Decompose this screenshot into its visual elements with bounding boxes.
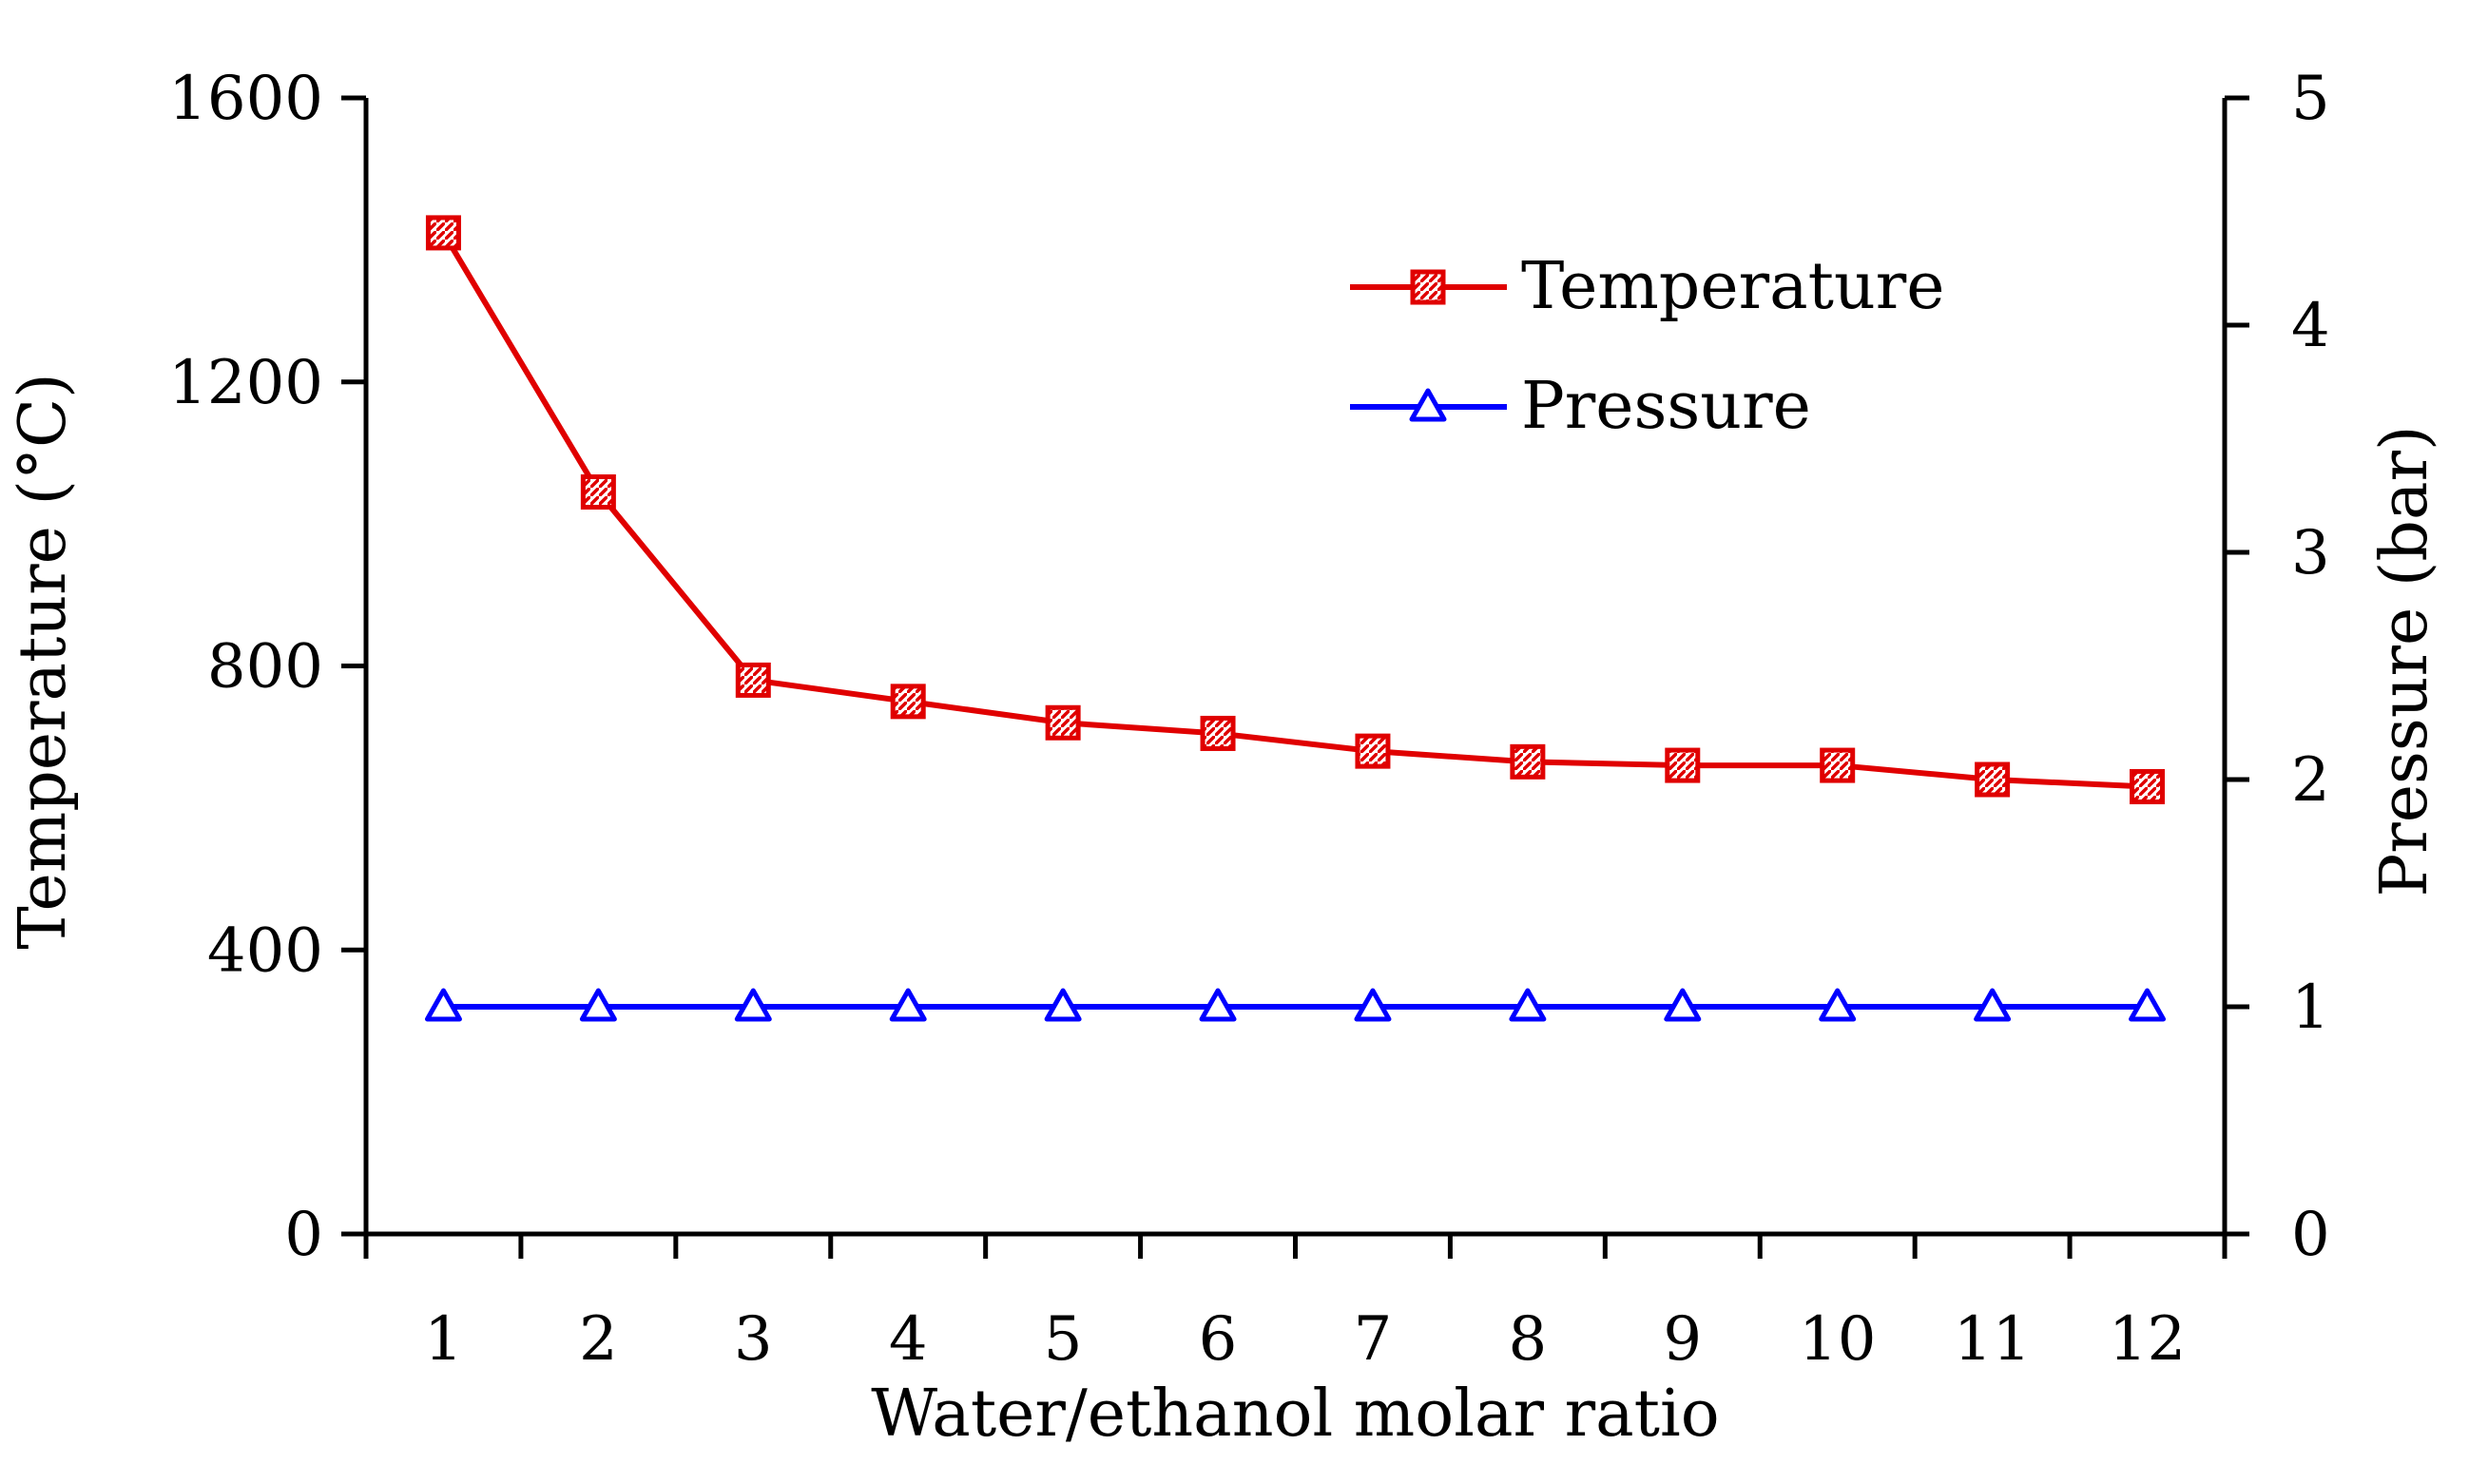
temperature-point bbox=[1820, 747, 1856, 783]
temperature-point bbox=[1355, 733, 1391, 769]
pressure-point bbox=[1199, 988, 1237, 1022]
legend-marker-pressure bbox=[1409, 388, 1447, 422]
x-tick-label: 12 bbox=[2109, 1304, 2186, 1375]
temperature-point bbox=[1200, 715, 1236, 751]
pressure-point bbox=[2129, 988, 2167, 1022]
y-left-tick-label: 1600 bbox=[168, 64, 323, 134]
x-tick-label: 8 bbox=[1509, 1304, 1548, 1375]
legend-marker-temperature bbox=[1410, 269, 1446, 305]
pressure-point bbox=[1354, 988, 1392, 1022]
y-left-tick-label: 800 bbox=[207, 632, 323, 703]
y-left-ticks: 0 400 800 1200 1600 bbox=[168, 64, 366, 1270]
x-tick-label: 9 bbox=[1663, 1304, 1702, 1375]
y-left-tick-label: 400 bbox=[207, 915, 323, 986]
temperature-point bbox=[1975, 761, 2011, 798]
y-left-tick-label: 1200 bbox=[168, 348, 323, 418]
pressure-point bbox=[734, 988, 772, 1022]
pressure-point bbox=[1664, 988, 1702, 1022]
x-tick-label: 2 bbox=[579, 1304, 618, 1375]
temperature-point bbox=[1045, 704, 1081, 741]
temperature-point bbox=[735, 662, 771, 698]
x-tick-label: 11 bbox=[1954, 1304, 2031, 1375]
legend: Temperature Pressure bbox=[1350, 249, 1945, 444]
y-right-tick-label: 1 bbox=[2291, 973, 2330, 1043]
temperature-point bbox=[425, 215, 461, 251]
x-tick-label: 10 bbox=[1799, 1304, 1876, 1375]
legend-label-temperature: Temperature bbox=[1521, 249, 1945, 324]
y-right-tick-label: 4 bbox=[2291, 291, 2330, 361]
pressure-point bbox=[889, 988, 927, 1022]
y-right-tick-label: 3 bbox=[2291, 518, 2330, 588]
y-left-axis-title: Temperature (°C) bbox=[6, 373, 81, 949]
pressure-point bbox=[579, 988, 617, 1022]
x-tick-label: 5 bbox=[1044, 1304, 1083, 1375]
x-tick-label: 6 bbox=[1199, 1304, 1238, 1375]
x-tick-label: 3 bbox=[734, 1304, 773, 1375]
x-axis-title: Water/ethanol molar ratio bbox=[871, 1377, 1719, 1452]
pressure-point bbox=[1509, 988, 1547, 1022]
pressure-point bbox=[424, 988, 462, 1022]
y-right-ticks: 0 1 2 3 4 5 bbox=[2225, 64, 2330, 1270]
temperature-series-line bbox=[440, 231, 2148, 790]
temperature-point bbox=[580, 474, 616, 511]
y-right-tick-label: 0 bbox=[2291, 1200, 2330, 1270]
x-ticks: 1 2 3 4 5 6 7 8 9 10 11 12 bbox=[363, 1234, 2228, 1375]
x-tick-label: 4 bbox=[889, 1304, 928, 1375]
temperature-point bbox=[1510, 743, 1546, 780]
pressure-point bbox=[1974, 988, 2012, 1022]
x-tick-label: 7 bbox=[1354, 1304, 1393, 1375]
temperature-point bbox=[1665, 747, 1701, 783]
y-left-tick-label: 0 bbox=[284, 1200, 323, 1270]
temperature-point bbox=[890, 684, 926, 720]
y-right-axis-title: Pressure (bar) bbox=[2367, 425, 2442, 896]
pressure-point bbox=[1044, 988, 1082, 1022]
y-right-tick-label: 2 bbox=[2291, 745, 2330, 816]
y-right-tick-label: 5 bbox=[2291, 64, 2330, 134]
pressure-point bbox=[1819, 988, 1857, 1022]
series-layer bbox=[424, 215, 2167, 1022]
temperature-point bbox=[2130, 768, 2166, 804]
x-tick-label: 1 bbox=[424, 1304, 463, 1375]
legend-label-pressure: Pressure bbox=[1521, 369, 1811, 444]
